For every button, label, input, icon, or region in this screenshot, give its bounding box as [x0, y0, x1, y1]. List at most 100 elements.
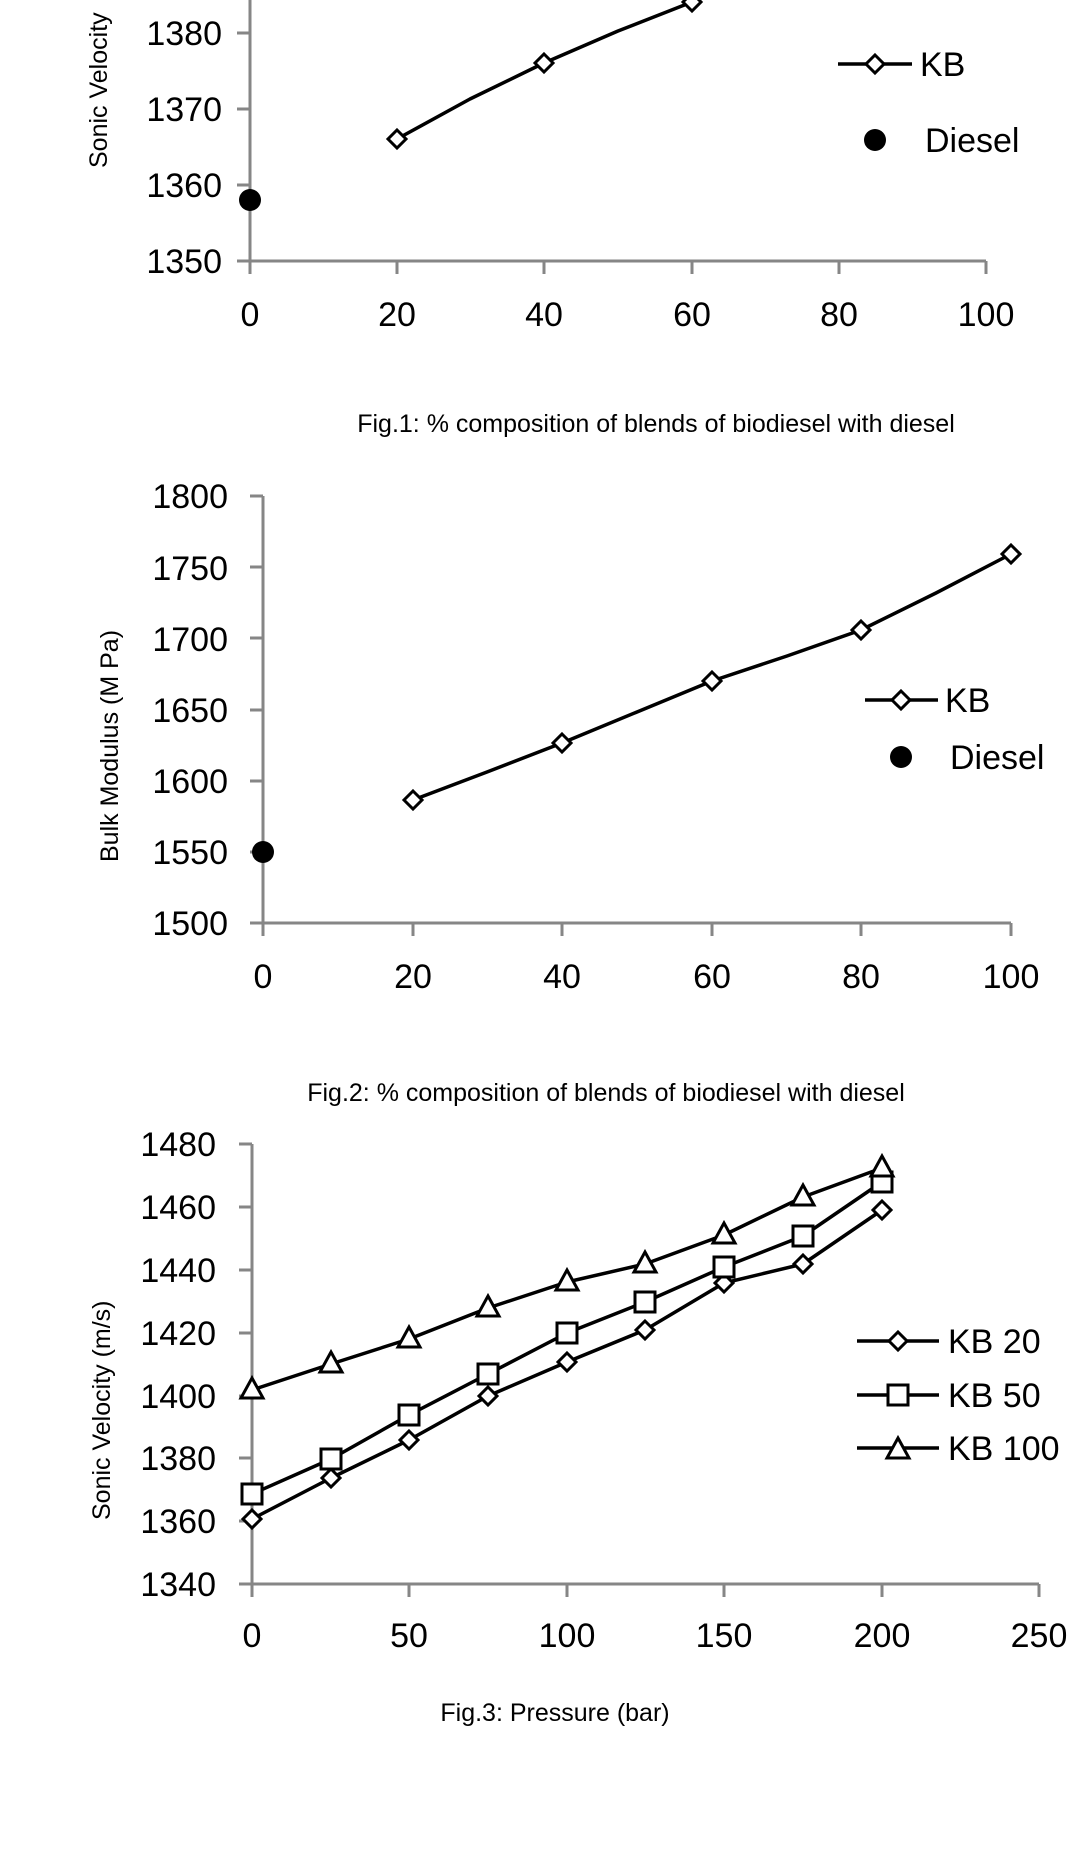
fig2-y-axis-title: Bulk Modulus (M Pa): [96, 630, 124, 862]
fig3-legend-kb20: KB 20: [948, 1323, 1041, 1361]
diamond-marker: [870, 1198, 894, 1222]
figure-3: Sonic Velocity (m/s) 1480 1460 1440 1420…: [88, 1126, 1067, 1727]
diamond-marker: [700, 669, 724, 693]
fig2-y-tick: 1750: [152, 550, 228, 588]
triangle-marker: [395, 1323, 423, 1349]
fig3-y-tick: 1440: [140, 1252, 216, 1290]
fig3-legend-kb100: KB 100: [948, 1430, 1060, 1468]
square-marker: [555, 1321, 579, 1345]
fig3-legend-kb50: KB 50: [948, 1377, 1041, 1415]
fig3-caption: Fig.3: Pressure (bar): [440, 1699, 669, 1727]
square-icon: [886, 1383, 910, 1407]
diamond-marker: [401, 788, 425, 812]
fig3-series-kb20: [240, 1198, 894, 1531]
triangle-marker: [631, 1248, 659, 1274]
figure-2: Bulk Modulus (M Pa) 1800 1750 1700 1650 …: [96, 478, 1044, 1107]
fig3-y-tick: 1480: [140, 1126, 216, 1164]
fig2-series-kb: [401, 542, 1023, 812]
fig1-legend-kb: KB: [920, 46, 965, 84]
diamond-marker: [550, 731, 574, 755]
fig2-x-tick: 0: [254, 958, 273, 996]
filled-circle-marker: [252, 841, 274, 863]
square-marker: [633, 1290, 657, 1314]
triangle-icon: [884, 1434, 912, 1460]
triangle-marker: [868, 1152, 896, 1178]
fig1-x-tick: 0: [241, 296, 260, 334]
diamond-marker: [849, 618, 873, 642]
triangle-marker: [553, 1266, 581, 1292]
fig2-x-tick: 20: [394, 958, 432, 996]
fig1-series-kb: [385, 0, 704, 151]
fig1-y-axis-title: Sonic Velocity: [85, 12, 113, 168]
fig3-series-kb100: [238, 1152, 896, 1400]
diamond-marker: [680, 0, 704, 14]
fig3-x-tick: 50: [390, 1617, 428, 1655]
square-marker: [476, 1362, 500, 1386]
fig2-y-tick: 1650: [152, 692, 228, 730]
fig1-x-tick: 40: [525, 296, 563, 334]
fig1-y-tick: 1380: [146, 15, 222, 53]
fig1-y-tick: 1370: [146, 91, 222, 129]
diamond-marker: [999, 542, 1023, 566]
fig3-y-tick: 1340: [140, 1566, 216, 1604]
fig3-x-tick-labels: 0 50 100 150 200 250: [243, 1617, 1068, 1655]
diamond-marker: [476, 1384, 500, 1408]
fig2-y-tick: 1550: [152, 834, 228, 872]
triangle-marker: [710, 1219, 738, 1245]
fig2-y-tick-labels: 1800 1750 1700 1650 1600 1550 1500: [152, 478, 228, 943]
fig3-y-tick: 1460: [140, 1189, 216, 1227]
diamond-marker: [555, 1350, 579, 1374]
fig2-y-tick: 1700: [152, 621, 228, 659]
diamond-icon: [889, 688, 913, 712]
filled-circle-icon: [890, 746, 912, 768]
fig1-y-tick-labels: 1380 1370 1360 1350: [146, 15, 222, 281]
square-marker: [319, 1447, 343, 1471]
diamond-marker: [791, 1252, 815, 1276]
fig3-y-axis-title: Sonic Velocity (m/s): [88, 1300, 116, 1520]
fig2-x-tick: 100: [983, 958, 1040, 996]
fig3-y-tick: 1420: [140, 1315, 216, 1353]
fig2-caption: Fig.2: % composition of blends of biodie…: [307, 1079, 905, 1107]
fig2-y-tick: 1500: [152, 905, 228, 943]
diamond-marker: [319, 1466, 343, 1490]
fig2-x-tick: 40: [543, 958, 581, 996]
fig2-x-tick: 80: [842, 958, 880, 996]
fig3-y-tick-labels: 1480 1460 1440 1420 1400 1380 1360 1340: [140, 1126, 216, 1604]
square-marker: [791, 1224, 815, 1248]
diamond-marker: [397, 1428, 421, 1452]
fig3-axes: [239, 1142, 1041, 1597]
square-marker: [240, 1482, 264, 1506]
diamond-marker: [240, 1507, 264, 1531]
diamond-icon: [886, 1329, 910, 1353]
figure-1: Sonic Velocity 1380 1370 1360 1350 0 20 …: [85, 0, 1019, 438]
diamond-marker: [385, 127, 409, 151]
fig1-axes: [237, 0, 988, 274]
fig1-x-tick-labels: 0 20 40 60 80 100: [241, 296, 1015, 334]
fig3-y-tick: 1380: [140, 1440, 216, 1478]
fig3-legend: KB 20 KB 50 KB 100: [857, 1323, 1060, 1468]
fig2-y-tick: 1800: [152, 478, 228, 516]
fig1-caption: Fig.1: % composition of blends of biodie…: [357, 410, 955, 438]
fig1-legend-diesel: Diesel: [925, 122, 1019, 160]
fig2-legend-diesel: Diesel: [950, 739, 1044, 777]
filled-circle-marker: [239, 189, 261, 211]
diamond-icon: [863, 52, 887, 76]
diamond-marker: [532, 51, 556, 75]
fig1-legend: KB Diesel: [838, 46, 1019, 160]
fig1-y-tick: 1360: [146, 167, 222, 205]
triangle-marker: [317, 1348, 345, 1374]
fig1-x-tick: 60: [673, 296, 711, 334]
fig1-series-diesel: [239, 189, 261, 211]
fig2-x-tick-labels: 0 20 40 60 80 100: [254, 958, 1040, 996]
square-marker: [712, 1255, 736, 1279]
fig3-x-tick: 0: [243, 1617, 262, 1655]
triangle-marker: [238, 1374, 266, 1400]
triangle-marker: [789, 1181, 817, 1207]
fig1-x-tick: 80: [820, 296, 858, 334]
triangle-marker: [474, 1292, 502, 1318]
fig2-legend: KB Diesel: [865, 682, 1044, 777]
fig1-x-tick: 20: [378, 296, 416, 334]
diamond-marker: [633, 1318, 657, 1342]
fig3-x-tick: 100: [539, 1617, 596, 1655]
